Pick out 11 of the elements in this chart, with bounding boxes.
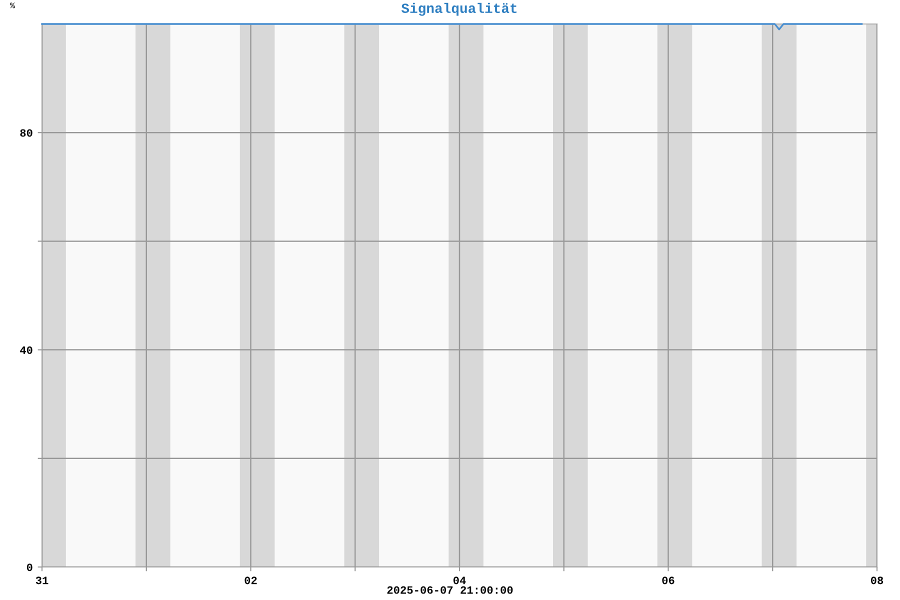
text: 2025-06-07 21:00:00 [387, 586, 513, 594]
x-tick-label: 04 [453, 576, 466, 584]
x-tick-label: 06 [662, 576, 674, 584]
y-tick-label: 0 [26, 564, 32, 572]
chart-title: Signalqualität [401, 2, 517, 16]
x-tick-label: 08 [870, 576, 884, 584]
y-tick-label: 40 [20, 346, 32, 354]
x-tick-label: 02 [244, 576, 257, 584]
y-tick-label: 80 [20, 129, 32, 137]
x-tick-label: 31 [36, 576, 48, 584]
y-axis-title: % [10, 2, 16, 8]
